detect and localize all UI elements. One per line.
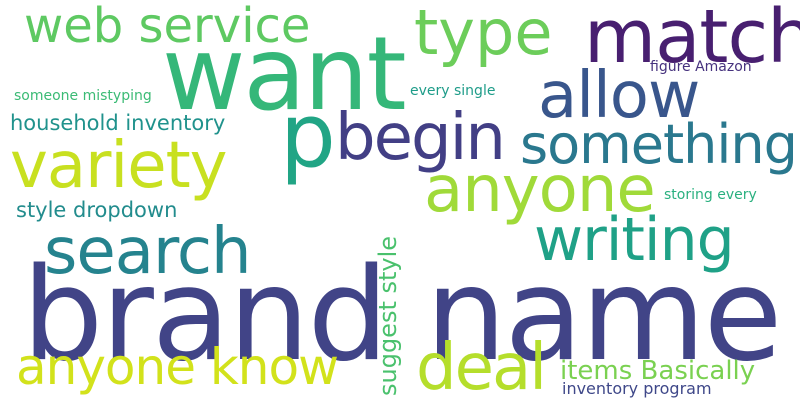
word-items-basically: items Basically [560,356,756,386]
word-want: want [162,15,407,134]
word-style-dropdown: style dropdown [16,198,178,222]
word-deal: deal [416,331,547,400]
word-p: p [280,84,336,187]
word-storing-every: storing every [664,187,757,203]
word-inventory-program: inventory program [562,379,712,398]
word-every-single: every single [410,83,496,99]
word-figure-amazon: figure Amazon [650,59,752,75]
word-variety: variety [10,129,228,203]
word-anyone-know: anyone know [16,338,339,396]
word-begin: begin [335,101,506,175]
word-anyone: anyone [424,153,656,227]
word-something: something [520,113,798,176]
word-search: search [44,215,252,289]
word-household-inventory: household inventory [10,111,226,135]
word-someone-mistyping: someone mistyping [14,88,152,104]
word-web-service: web service [24,0,311,54]
word-brand-name: brand name [22,241,782,390]
word-allow: allow [538,59,700,133]
word-suggest-style: suggest style [374,235,402,396]
word-writing: writing [534,205,735,275]
word-match: match [584,0,800,80]
word-type: type [414,0,553,69]
